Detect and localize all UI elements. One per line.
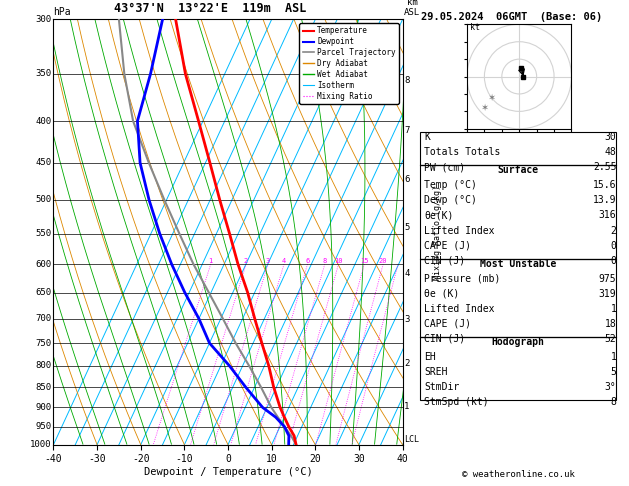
Text: 29.05.2024  06GMT  (Base: 06): 29.05.2024 06GMT (Base: 06) bbox=[421, 12, 603, 22]
Text: 30: 30 bbox=[604, 132, 616, 142]
Text: 1: 1 bbox=[611, 304, 616, 314]
Text: 6: 6 bbox=[404, 175, 409, 184]
Text: 319: 319 bbox=[599, 289, 616, 299]
Text: K: K bbox=[424, 132, 430, 142]
Text: 800: 800 bbox=[36, 362, 52, 370]
Text: 43°37'N  13°22'E  119m  ASL: 43°37'N 13°22'E 119m ASL bbox=[114, 1, 307, 15]
Text: 8: 8 bbox=[611, 397, 616, 407]
Text: StmSpd (kt): StmSpd (kt) bbox=[424, 397, 489, 407]
Text: 2.55: 2.55 bbox=[593, 162, 616, 173]
Text: θe(K): θe(K) bbox=[424, 210, 454, 221]
Text: Lifted Index: Lifted Index bbox=[424, 304, 494, 314]
Text: 20: 20 bbox=[379, 258, 387, 264]
Text: CAPE (J): CAPE (J) bbox=[424, 241, 471, 251]
Text: 750: 750 bbox=[36, 339, 52, 347]
Text: 3°: 3° bbox=[604, 382, 616, 392]
Text: 950: 950 bbox=[36, 422, 52, 431]
Text: CIN (J): CIN (J) bbox=[424, 256, 465, 266]
Text: ✶: ✶ bbox=[487, 92, 496, 103]
Text: 4: 4 bbox=[282, 258, 286, 264]
Text: 15: 15 bbox=[360, 258, 369, 264]
Text: 52: 52 bbox=[604, 334, 616, 344]
Text: 550: 550 bbox=[36, 229, 52, 238]
Text: 3: 3 bbox=[404, 315, 409, 324]
Text: 300: 300 bbox=[36, 15, 52, 24]
Text: 500: 500 bbox=[36, 195, 52, 205]
Text: hPa: hPa bbox=[53, 7, 71, 17]
Text: 650: 650 bbox=[36, 288, 52, 297]
Text: ✶: ✶ bbox=[481, 103, 489, 113]
Text: Pressure (mb): Pressure (mb) bbox=[424, 274, 500, 284]
Text: Most Unstable: Most Unstable bbox=[480, 259, 557, 269]
Text: 1: 1 bbox=[404, 402, 409, 411]
Text: 1000: 1000 bbox=[30, 440, 52, 449]
Text: Hodograph: Hodograph bbox=[492, 337, 545, 347]
Text: Mixing Ratio (g/kg): Mixing Ratio (g/kg) bbox=[433, 185, 442, 279]
Text: 0: 0 bbox=[611, 256, 616, 266]
Text: 10: 10 bbox=[334, 258, 343, 264]
Text: CAPE (J): CAPE (J) bbox=[424, 319, 471, 329]
Text: 8: 8 bbox=[404, 76, 409, 86]
Text: PW (cm): PW (cm) bbox=[424, 162, 465, 173]
Text: CIN (J): CIN (J) bbox=[424, 334, 465, 344]
Text: 5: 5 bbox=[404, 223, 409, 231]
Text: 13.9: 13.9 bbox=[593, 195, 616, 206]
Text: 316: 316 bbox=[599, 210, 616, 221]
Text: 6: 6 bbox=[305, 258, 309, 264]
Text: 4: 4 bbox=[404, 269, 409, 278]
Text: 7: 7 bbox=[404, 126, 409, 135]
Text: kt: kt bbox=[470, 22, 481, 32]
Text: LCL: LCL bbox=[404, 435, 420, 444]
Text: 1: 1 bbox=[611, 352, 616, 362]
Text: 2: 2 bbox=[611, 226, 616, 236]
Text: 350: 350 bbox=[36, 69, 52, 78]
Text: © weatheronline.co.uk: © weatheronline.co.uk bbox=[462, 469, 575, 479]
Text: Dewp (°C): Dewp (°C) bbox=[424, 195, 477, 206]
Text: Totals Totals: Totals Totals bbox=[424, 147, 500, 157]
Text: 48: 48 bbox=[604, 147, 616, 157]
Text: km
ASL: km ASL bbox=[404, 0, 420, 17]
Text: 900: 900 bbox=[36, 403, 52, 412]
Text: StmDir: StmDir bbox=[424, 382, 459, 392]
Text: 3: 3 bbox=[266, 258, 270, 264]
Text: 15.6: 15.6 bbox=[593, 180, 616, 191]
Text: 600: 600 bbox=[36, 260, 52, 269]
Text: 18: 18 bbox=[604, 319, 616, 329]
Text: 850: 850 bbox=[36, 383, 52, 392]
Text: Lifted Index: Lifted Index bbox=[424, 226, 494, 236]
Text: SREH: SREH bbox=[424, 367, 447, 377]
Text: EH: EH bbox=[424, 352, 436, 362]
Text: 2: 2 bbox=[404, 359, 409, 368]
Text: Temp (°C): Temp (°C) bbox=[424, 180, 477, 191]
Text: 450: 450 bbox=[36, 158, 52, 167]
Text: 8: 8 bbox=[323, 258, 327, 264]
Text: 2: 2 bbox=[244, 258, 248, 264]
Text: Surface: Surface bbox=[498, 165, 539, 175]
X-axis label: Dewpoint / Temperature (°C): Dewpoint / Temperature (°C) bbox=[143, 467, 313, 477]
Text: 400: 400 bbox=[36, 117, 52, 125]
Text: 1: 1 bbox=[209, 258, 213, 264]
Legend: Temperature, Dewpoint, Parcel Trajectory, Dry Adiabat, Wet Adiabat, Isotherm, Mi: Temperature, Dewpoint, Parcel Trajectory… bbox=[299, 23, 399, 104]
Text: 5: 5 bbox=[611, 367, 616, 377]
Text: 0: 0 bbox=[611, 241, 616, 251]
Text: 975: 975 bbox=[599, 274, 616, 284]
Text: 700: 700 bbox=[36, 314, 52, 323]
Text: θe (K): θe (K) bbox=[424, 289, 459, 299]
